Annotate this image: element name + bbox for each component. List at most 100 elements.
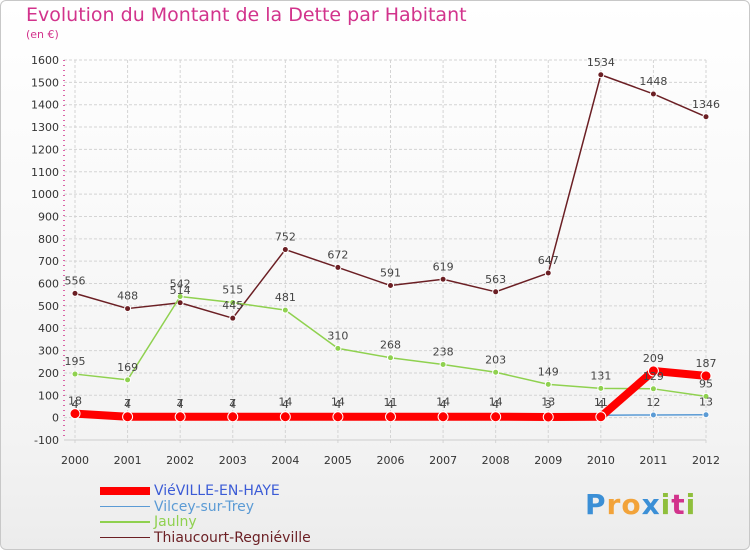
- y-tick-label: 1400: [31, 99, 59, 112]
- x-tick-label: 2003: [219, 454, 247, 467]
- data-point: [281, 246, 289, 254]
- data-point: [71, 289, 79, 297]
- data-point: [702, 392, 710, 400]
- data-point: [702, 411, 710, 419]
- x-axis-ticks: 2000 2001 2002 2003 2004 2005 2006 2007 2008 2009…: [61, 454, 720, 467]
- data-point: [649, 90, 657, 98]
- data-label: 4: [282, 398, 289, 411]
- y-axis-ticks: -100 0 100 200 300 400 500 600 700 800 900 1000 1100…: [31, 54, 59, 447]
- data-label: 7: [229, 397, 236, 410]
- proxiti-logo: Proxiti: [585, 488, 696, 521]
- data-point: [597, 71, 605, 79]
- data-label: 268: [380, 339, 401, 352]
- data-label: 4: [334, 398, 341, 411]
- grid: [64, 59, 707, 445]
- data-label: 647: [538, 254, 559, 267]
- data-point: [542, 411, 554, 423]
- y-tick-label: 700: [38, 255, 59, 268]
- logo-letter: x: [641, 488, 661, 521]
- data-label: 95: [699, 377, 713, 390]
- x-tick-label: 2009: [534, 454, 562, 467]
- data-point: [437, 411, 449, 423]
- data-point: [490, 411, 502, 423]
- x-tick-label: 2005: [324, 454, 352, 467]
- data-point: [387, 282, 394, 290]
- axes: [63, 60, 706, 441]
- data-label: 149: [538, 365, 559, 378]
- y-tick-label: 1000: [31, 188, 59, 201]
- data-point: [544, 269, 552, 277]
- data-label: 131: [590, 369, 611, 382]
- data-label: 4: [387, 398, 394, 411]
- legend-swatch: [100, 536, 150, 539]
- data-label: 1448: [639, 75, 667, 88]
- x-tick-label: 2001: [114, 454, 142, 467]
- data-label: 619: [433, 260, 454, 273]
- data-point: [492, 368, 500, 376]
- data-point: [595, 411, 607, 423]
- data-label: 4: [440, 398, 447, 411]
- legend-label: Jaulny: [154, 514, 197, 530]
- legend-label: Vilcey-sur-Trey: [154, 498, 255, 515]
- data-label: 4: [72, 398, 79, 411]
- x-tick-label: 2006: [377, 454, 405, 467]
- data-label: 563: [485, 273, 506, 286]
- y-tick-label: 500: [38, 300, 59, 313]
- data-label: 7: [124, 397, 131, 410]
- data-label: 4: [124, 398, 131, 411]
- data-point: [122, 411, 134, 423]
- x-tick-label: 2002: [166, 454, 194, 467]
- data-label: 13: [541, 396, 555, 409]
- data-point: [334, 344, 342, 352]
- x-tick-label: 2004: [271, 454, 299, 467]
- logo-letter: o: [621, 488, 642, 521]
- data-label: 488: [117, 290, 138, 303]
- data-label: 556: [65, 274, 86, 287]
- data-point: [700, 370, 712, 382]
- data-point: [649, 385, 657, 393]
- data-label: 203: [485, 353, 506, 366]
- x-tick-label: 2007: [429, 454, 457, 467]
- data-label: 12: [646, 396, 660, 409]
- y-tick-label: 1300: [31, 121, 59, 134]
- legend-label: Thiaucourt-Regniéville: [154, 529, 311, 546]
- data-point: [387, 354, 394, 362]
- x-tick-label: 2000: [61, 454, 89, 467]
- unit-label: (en €): [26, 28, 59, 41]
- y-tick-label: 300: [38, 345, 59, 358]
- data-point: [332, 411, 344, 423]
- data-point: [334, 263, 342, 271]
- x-tick-label: 2012: [692, 454, 720, 467]
- data-label: 14: [331, 396, 345, 409]
- data-label: 14: [278, 396, 292, 409]
- data-label: 187: [696, 357, 717, 370]
- y-tick-label: 200: [38, 367, 59, 380]
- y-tick-label: 1600: [31, 54, 59, 67]
- series-layer: [69, 71, 712, 423]
- data-point: [124, 376, 132, 384]
- data-label: 752: [275, 231, 296, 244]
- data-point: [69, 408, 81, 420]
- data-label: 129: [643, 370, 664, 383]
- data-label: 4: [177, 398, 184, 411]
- data-point: [385, 411, 396, 423]
- data-label: 11: [384, 396, 398, 409]
- data-label: 542: [170, 277, 191, 290]
- data-label: 481: [275, 291, 296, 304]
- y-tick-label: 600: [38, 278, 59, 291]
- data-point: [439, 360, 447, 368]
- data-label: 514: [170, 284, 191, 297]
- data-point: [176, 292, 184, 300]
- data-point: [71, 370, 79, 378]
- data-label: 4: [492, 398, 499, 411]
- data-point: [124, 305, 132, 313]
- data-label: 4: [229, 398, 236, 411]
- data-point: [439, 275, 447, 283]
- data-label: 591: [380, 267, 401, 280]
- data-label: 515: [222, 284, 243, 297]
- y-tick-label: 900: [38, 210, 59, 223]
- data-label: 195: [65, 355, 86, 368]
- y-tick-label: 1100: [31, 166, 59, 179]
